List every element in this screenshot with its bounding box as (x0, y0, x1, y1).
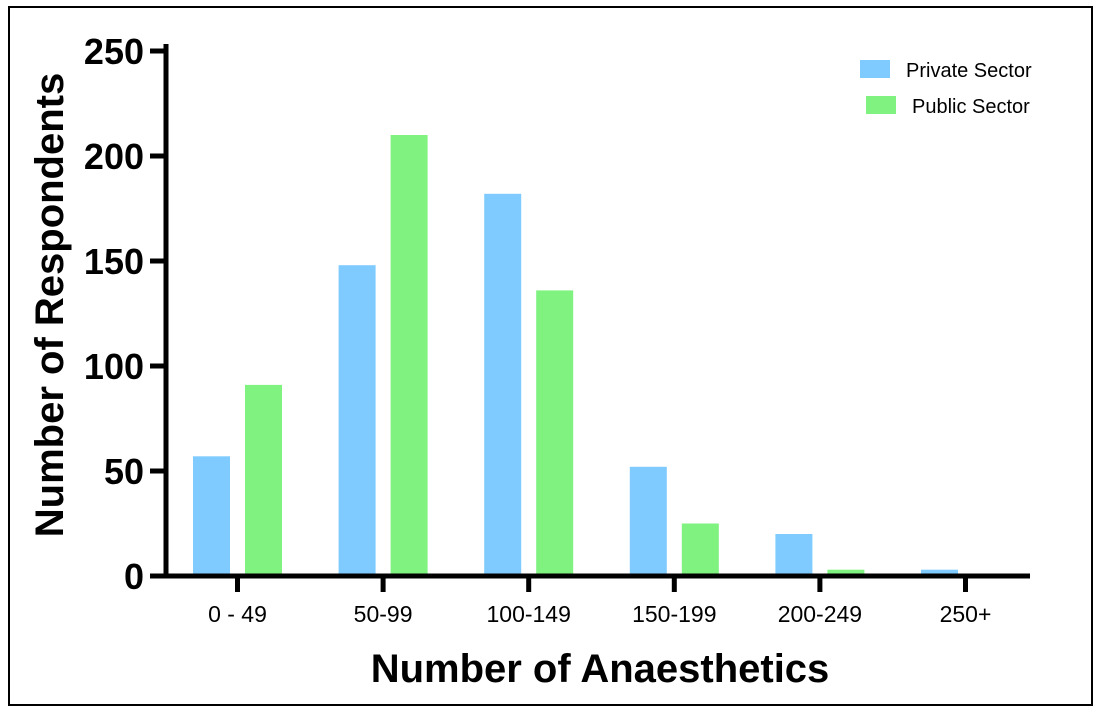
y-tick-label-0: 0 (124, 556, 144, 597)
x-tick-label-3: 150-199 (632, 601, 716, 627)
x-tick-label-2: 100-149 (486, 601, 570, 627)
y-tick-label-1: 50 (104, 451, 144, 492)
x-axis-title: Number of Anaesthetics (371, 647, 830, 691)
bar-private-sector-3 (629, 466, 667, 576)
y-tick-label-3: 150 (84, 241, 144, 282)
legend-label-private-sector: Private Sector (906, 60, 1032, 82)
x-tick-label-4: 200-249 (778, 601, 862, 627)
y-tick-label-5: 250 (84, 31, 144, 72)
y-axis-title: Number of Respondents (28, 73, 72, 537)
legend-swatch-private-sector (860, 60, 890, 78)
y-ticks: 0 50 100 150 200 250 (84, 31, 166, 597)
bar-public-sector-1 (390, 135, 428, 576)
bar-public-sector-3 (681, 523, 719, 576)
y-tick-label-2: 100 (84, 346, 144, 387)
legend-label-public-sector: Public Sector (912, 96, 1030, 118)
bar-private-sector-0 (193, 456, 230, 576)
bar-private-sector-5 (921, 569, 958, 576)
bars-layer (193, 135, 958, 577)
x-tick-label-0: 0 - 49 (208, 601, 267, 627)
bar-private-sector-2 (484, 193, 522, 577)
legend: Private Sector Public Sector (860, 60, 1032, 118)
axes-layer (163, 44, 1030, 579)
bar-private-sector-1 (338, 265, 376, 576)
bar-public-sector-4 (827, 569, 865, 576)
y-tick-label-4: 200 (84, 136, 144, 177)
legend-swatch-public-sector (866, 96, 896, 114)
x-tick-label-5: 250+ (940, 601, 992, 627)
bar-public-sector-2 (536, 290, 574, 576)
x-ticks: 0 - 49 50-99 100-149 150-199 200-249 250+ (208, 576, 991, 627)
x-tick-label-1: 50-99 (354, 601, 413, 627)
bar-private-sector-4 (775, 534, 813, 576)
bar-public-sector-0 (245, 384, 282, 576)
